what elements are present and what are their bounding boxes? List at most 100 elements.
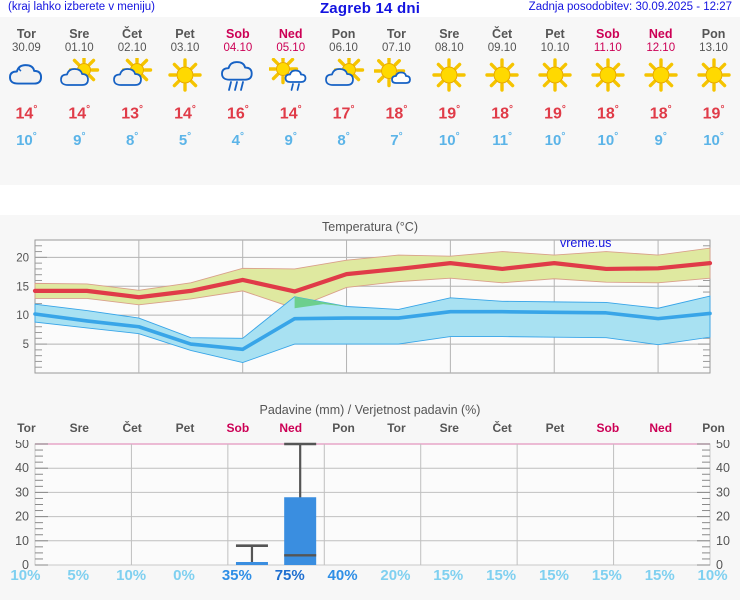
svg-text:30: 30	[716, 485, 730, 499]
day-date-label: 07.10	[382, 42, 411, 54]
day-of-week-label: Sre	[69, 27, 90, 41]
day-forecast-column[interactable]: Sre 08.10 19° 10°	[423, 17, 476, 152]
precipitation-day-label: Pet	[175, 421, 195, 435]
precipitation-chart: Padavine (mm) / Verjetnost padavin (%) T…	[0, 395, 740, 600]
day-forecast-column[interactable]: Pon 13.10 19° 10°	[687, 17, 740, 152]
day-forecast-column[interactable]: Sob 04.10 16° 4°	[211, 17, 264, 152]
svg-text:10: 10	[15, 534, 29, 548]
precipitation-probability-label: 10%	[116, 567, 147, 584]
sunny-icon	[476, 58, 529, 96]
partly-sunny-icon	[317, 58, 370, 96]
day-date-label: 02.10	[117, 42, 147, 54]
precipitation-probability-label: 10%	[10, 567, 41, 584]
sunny-icon	[423, 58, 476, 96]
watermark-text: vreme.us	[560, 236, 612, 250]
svg-text:0: 0	[22, 558, 29, 572]
temperature-chart-svg: 5 10 15 20	[16, 239, 713, 374]
page-header: (kraj lahko izberete v meniju) Zagreb 14…	[0, 0, 740, 17]
min-temperature-value: 5°	[178, 131, 192, 150]
day-forecast-column[interactable]: Tor 30.09 14° 10°	[0, 17, 53, 152]
min-temperature-value: 8°	[125, 131, 139, 150]
svg-text:30: 30	[15, 485, 29, 499]
day-forecast-column[interactable]: Čet 09.10 18° 11°	[476, 17, 529, 152]
precipitation-probability-label: 20%	[380, 567, 411, 584]
day-date-label: 30.09	[12, 42, 41, 54]
day-of-week-label: Tor	[386, 27, 407, 41]
max-temperature-value: 14°	[279, 104, 302, 123]
day-of-week-label: Pon	[331, 27, 356, 41]
day-date-label: 12.10	[646, 42, 676, 54]
precipitation-probability-label: 5%	[67, 567, 90, 584]
sunny-icon	[634, 58, 687, 96]
day-forecast-column[interactable]: Pet 03.10 14° 5°	[159, 17, 212, 152]
precipitation-probability-label: 0%	[173, 567, 195, 584]
sunny-icon	[687, 58, 740, 96]
day-date-label: 03.10	[170, 42, 200, 54]
day-forecast-column[interactable]: Tor 07.10 18° 7°	[370, 17, 423, 152]
precipitation-day-label: Čet	[492, 421, 512, 435]
max-temperature-value: 18°	[491, 104, 514, 123]
day-date-label: 09.10	[487, 42, 517, 54]
svg-text:5: 5	[23, 339, 29, 351]
min-temperature-value: 8°	[337, 131, 350, 150]
precipitation-day-label: Pon	[332, 421, 355, 435]
min-temperature-value: 7°	[390, 131, 403, 150]
max-temperature-value: 14°	[68, 104, 91, 123]
precipitation-day-label: Tor	[387, 421, 406, 435]
precipitation-probability-label: 15%	[591, 567, 622, 584]
day-forecast-column[interactable]: Pon 06.10 17° 8°	[317, 17, 370, 152]
precipitation-probability-label: 10%	[697, 567, 728, 584]
precipitation-day-label: Ned	[649, 421, 673, 435]
precipitation-probability-label: 40%	[327, 567, 358, 584]
day-of-week-label: Sre	[439, 27, 460, 41]
max-temperature-value: 16°	[226, 104, 249, 123]
min-temperature-value: 9°	[654, 131, 667, 150]
day-of-week-label: Pon	[701, 27, 726, 41]
min-temperature-value: 11°	[492, 131, 513, 150]
day-of-week-label: Sob	[596, 27, 620, 41]
max-temperature-value: 18°	[649, 104, 672, 123]
day-date-label: 06.10	[329, 42, 358, 54]
day-date-label: 11.10	[593, 42, 622, 54]
day-forecast-column[interactable]: Pet 10.10 19° 10°	[529, 17, 582, 152]
day-forecast-column[interactable]: Ned 05.10 14° 9°	[264, 17, 317, 152]
precipitation-chart-title: Padavine (mm) / Verjetnost padavin (%)	[259, 403, 481, 417]
day-forecast-column[interactable]: Čet 02.10 13° 8°	[106, 17, 159, 152]
max-temperature-value: 18°	[596, 104, 619, 123]
page-title: Zagreb 14 dni	[319, 0, 421, 17]
day-of-week-label: Pet	[175, 27, 195, 41]
sunny-icon	[529, 58, 582, 96]
day-forecast-column[interactable]: Sob 11.10 18° 10°	[581, 17, 634, 152]
cloudy-icon	[0, 58, 53, 96]
day-forecast-column[interactable]: Ned 12.10 18° 9°	[634, 17, 687, 152]
precipitation-probability-label: 35%	[221, 567, 252, 584]
section-divider	[0, 185, 740, 215]
svg-text:20: 20	[716, 510, 730, 524]
day-forecast-column[interactable]: Sre 01.10 14° 9°	[53, 17, 106, 152]
day-of-week-label: Čet	[122, 27, 143, 41]
svg-text:40: 40	[15, 461, 29, 475]
temperature-chart-title: Temperatura (°C)	[322, 220, 418, 234]
precipitation-probability-label: 15%	[433, 567, 464, 584]
day-of-week-label: Sob	[226, 27, 250, 41]
precipitation-day-label: Ned	[279, 421, 303, 435]
daily-forecast-strip: Tor 30.09 14° 10° Sre 01.10 14° 9° Čet 02.10 13…	[0, 17, 740, 185]
min-temperature-value: 10°	[544, 131, 566, 150]
max-temperature-value: 19°	[702, 104, 725, 123]
max-temperature-value: 14°	[174, 104, 196, 123]
svg-text:20: 20	[16, 252, 29, 264]
svg-text:40: 40	[716, 461, 730, 475]
max-temperature-value: 19°	[544, 104, 566, 123]
last-updated-text: Zadnja posodobitev: 30.09.2025 - 12:27	[528, 1, 732, 13]
max-temperature-value: 19°	[438, 104, 461, 123]
svg-text:10: 10	[16, 310, 29, 322]
svg-text:0: 0	[716, 558, 723, 572]
day-of-week-label: Čet	[492, 27, 513, 41]
min-temperature-value: 4°	[231, 131, 245, 150]
min-temperature-value: 9°	[284, 131, 297, 150]
precipitation-day-label: Čet	[122, 421, 142, 435]
rain-icon	[211, 58, 264, 96]
precipitation-probability-label: 15%	[538, 567, 569, 584]
day-date-label: 01.10	[64, 42, 94, 54]
min-temperature-value: 10°	[438, 131, 460, 150]
